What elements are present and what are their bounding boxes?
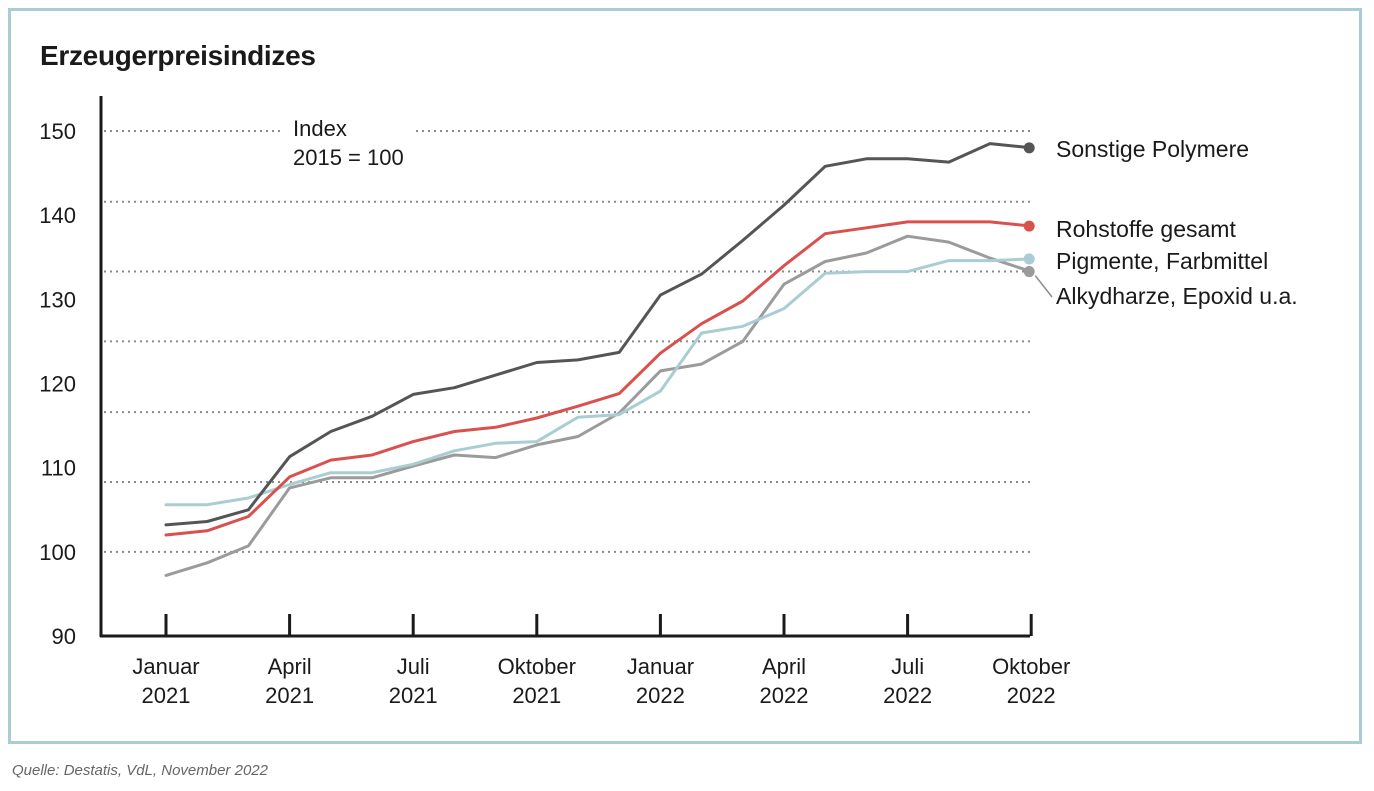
x-tick-label-month: Juli xyxy=(891,654,924,679)
x-tick-label-month: April xyxy=(762,654,806,679)
legend: Sonstige Polymere Rohstoffe gesamt Pigment… xyxy=(1023,136,1298,309)
x-tick-label-month: April xyxy=(268,654,312,679)
y-tick-label: 120 xyxy=(39,372,76,397)
y-tick-label: 100 xyxy=(39,540,76,565)
annotation-line-1: Index xyxy=(293,116,347,141)
x-tick-label-year: 2022 xyxy=(636,683,685,708)
legend-label: Sonstige Polymere xyxy=(1056,136,1249,162)
axes xyxy=(99,96,1033,638)
source-note: Quelle: Destatis, VdL, November 2022 xyxy=(12,762,268,779)
x-tick-label-year: 2021 xyxy=(512,683,561,708)
legend-label: Alkydharze, Epoxid u.a. xyxy=(1056,283,1298,309)
x-tick-label-year: 2022 xyxy=(883,683,932,708)
x-tick-label-month: Oktober xyxy=(498,654,576,679)
x-tick-label-year: 2021 xyxy=(142,683,191,708)
y-tick-label: 90 xyxy=(52,624,76,649)
y-tick-labels: 150 140 130 120 110 100 90 xyxy=(39,119,76,649)
series-line-2 xyxy=(164,257,1033,507)
chart-title: Erzeugerpreisindizes xyxy=(40,40,316,71)
y-tick-label: 110 xyxy=(41,456,76,481)
y-tick-label: 150 xyxy=(39,119,76,144)
x-tick-labels: Januar 2021 April 2021 Juli 2021 Oktober 2021 Ja… xyxy=(132,654,1070,708)
x-tick-label-year: 2021 xyxy=(389,683,438,708)
y-tick-label: 140 xyxy=(39,203,76,228)
y-tick-label: 130 xyxy=(39,287,76,312)
series-line-1 xyxy=(164,220,1033,537)
gridlines xyxy=(104,130,1030,553)
legend-label: Pigmente, Farbmittel xyxy=(1056,248,1268,274)
series-end-marker xyxy=(1023,142,1035,154)
x-tick-label-month: Juli xyxy=(397,654,430,679)
series-end-marker xyxy=(1023,220,1035,232)
index-annotation: Index 2015 = 100 xyxy=(282,116,412,176)
x-tick-label-year: 2021 xyxy=(265,683,314,708)
annotation-line-2: 2015 = 100 xyxy=(293,145,404,170)
x-tick-label-year: 2022 xyxy=(1007,683,1056,708)
legend-leader-line xyxy=(1034,275,1053,298)
series-end-marker xyxy=(1023,253,1035,265)
series-line-3 xyxy=(164,234,1033,577)
series-line-0 xyxy=(164,142,1033,527)
chart-frame xyxy=(8,8,1362,744)
x-tick-label-month: Januar xyxy=(627,654,694,679)
annotation-background xyxy=(282,116,412,176)
legend-label: Rohstoffe gesamt xyxy=(1056,216,1236,242)
x-tick-label-month: Oktober xyxy=(992,654,1070,679)
x-tick-label-month: Januar xyxy=(132,654,199,679)
series-end-marker xyxy=(1023,266,1035,278)
x-tick-label-year: 2022 xyxy=(760,683,809,708)
series-lines xyxy=(164,142,1033,577)
